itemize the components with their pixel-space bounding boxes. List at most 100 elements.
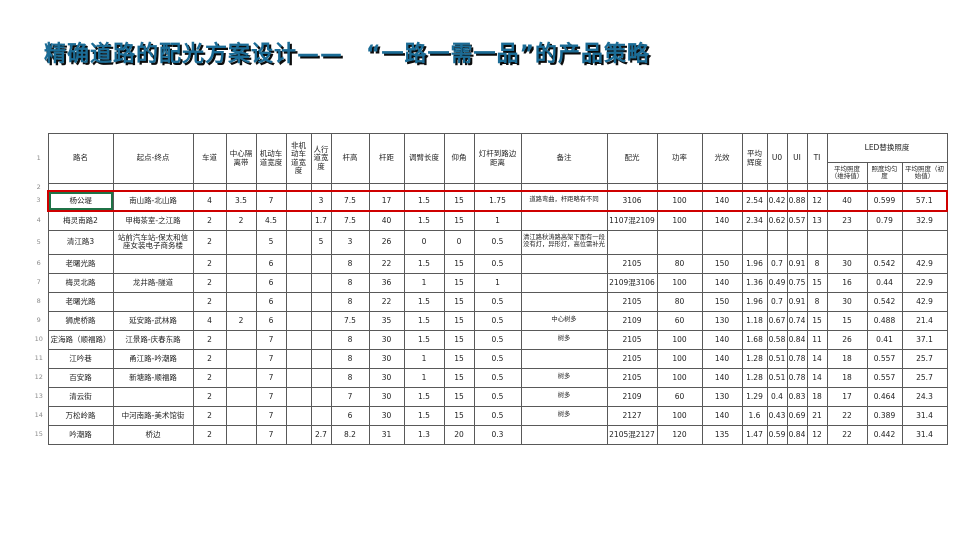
- table-cell: [285, 386, 312, 407]
- table-cell: 8: [806, 253, 828, 274]
- table-cell: 80: [656, 291, 703, 312]
- table-cell: 8: [330, 367, 370, 388]
- road-name-cell: 梅灵北路: [47, 272, 114, 293]
- table-cell: 6: [255, 291, 287, 312]
- table-cell: 0.58: [766, 329, 788, 350]
- table-cell: 3.5: [225, 189, 257, 212]
- table-cell: 0.557: [866, 348, 903, 369]
- road-name-cell: 梅灵南路2: [47, 210, 114, 231]
- table-cell: 3106: [606, 189, 658, 212]
- table-cell: 2105: [606, 348, 658, 369]
- table-cell: [310, 253, 332, 274]
- table-cell: 4.5: [255, 210, 287, 231]
- row-number: 4: [30, 210, 48, 231]
- table-cell: 1.75: [473, 189, 522, 212]
- table-cell: 0.5: [473, 386, 522, 407]
- table-cell: 1.68: [741, 329, 768, 350]
- table-cell: 15: [443, 189, 475, 212]
- table-cell: 8.2: [330, 424, 370, 445]
- column-header: 机动车道宽度: [255, 133, 287, 184]
- table-cell: [112, 386, 194, 407]
- table-cell: 21: [806, 405, 828, 426]
- table-row: 7 梅灵北路 龙井路-隧道 2 6 8 36 1 15 1 2109混3106 100 140 1.36 0…: [30, 272, 948, 293]
- table-cell: 0.5: [473, 405, 522, 426]
- table-cell: 100: [656, 348, 703, 369]
- table-cell: 26: [826, 329, 868, 350]
- table-cell: [225, 348, 257, 369]
- table-cell: [285, 405, 312, 426]
- table-cell: 道路弯曲，杆距略有不同: [520, 189, 608, 212]
- table-cell: 7: [255, 329, 287, 350]
- table-cell: 140: [701, 367, 743, 388]
- table-cell: 0.49: [766, 272, 788, 293]
- table-cell: 14: [806, 348, 828, 369]
- table-cell: [741, 229, 768, 255]
- table-cell: 100: [656, 189, 703, 212]
- table-cell: 15: [443, 386, 475, 407]
- table-row: 3 杨公堤 南山路-北山路 4 3.5 7 3 7.5 17 1.5 15 1.75 道路弯曲，杆距略有…: [30, 189, 948, 212]
- table-cell: 2: [192, 329, 227, 350]
- table-cell: [310, 291, 332, 312]
- table-cell: [285, 310, 312, 331]
- column-header: 配光: [606, 133, 658, 184]
- road-name-cell: 百安路: [47, 367, 114, 388]
- table-cell: 0.59: [766, 424, 788, 445]
- table-cell: [520, 253, 608, 274]
- table-cell: 15: [443, 272, 475, 293]
- table-cell: 0.57: [786, 210, 808, 231]
- table-cell: 0.44: [866, 272, 903, 293]
- table-cell: [901, 229, 948, 255]
- table-cell: 7: [255, 367, 287, 388]
- table-cell: 14: [806, 367, 828, 388]
- table-cell: 25.7: [901, 367, 948, 388]
- table-cell: [520, 424, 608, 445]
- empty-cell: [285, 182, 312, 192]
- column-header: 光效: [701, 133, 743, 184]
- table-cell: [225, 367, 257, 388]
- table-cell: 1.5: [403, 386, 445, 407]
- table-cell: 2: [192, 272, 227, 293]
- table-cell: 7: [255, 386, 287, 407]
- table-cell: 4: [192, 310, 227, 331]
- table-cell: 0.557: [866, 367, 903, 388]
- table-cell: [310, 405, 332, 426]
- table-cell: 135: [701, 424, 743, 445]
- table-cell: [520, 210, 608, 231]
- table-cell: 南山路-北山路: [112, 189, 194, 212]
- table-cell: 1107混2109: [606, 210, 658, 231]
- table-cell: 1.36: [741, 272, 768, 293]
- table-cell: 16: [826, 272, 868, 293]
- empty-cell: [368, 182, 405, 192]
- table-cell: 0.5: [473, 329, 522, 350]
- empty-cell: [901, 182, 948, 192]
- table-cell: [285, 424, 312, 445]
- table-cell: 2127: [606, 405, 658, 426]
- empty-cell: [47, 182, 114, 192]
- table-cell: 7.5: [330, 189, 370, 212]
- table-cell: 37.1: [901, 329, 948, 350]
- table-cell: 15: [806, 272, 828, 293]
- table-cell: 2109: [606, 386, 658, 407]
- table-cell: 25.7: [901, 348, 948, 369]
- column-header: 起点-终点: [112, 133, 194, 184]
- table-cell: 100: [656, 405, 703, 426]
- table-cell: 0.488: [866, 310, 903, 331]
- table-row: 9 狮虎桥路 延安路-武林路 4 2 6 7.5 35 1.5 15 0.5 中心树多 2109 60 13…: [30, 310, 948, 331]
- road-name-cell: 杨公堤: [47, 189, 114, 212]
- column-header: 备注: [520, 133, 608, 184]
- table-cell: 0.79: [866, 210, 903, 231]
- table-cell: 2: [192, 253, 227, 274]
- table-cell: 57.1: [901, 189, 948, 212]
- table-cell: 42.9: [901, 253, 948, 274]
- empty-cell: [443, 182, 475, 192]
- table-cell: 新塘路-顺福路: [112, 367, 194, 388]
- table-cell: 1.96: [741, 253, 768, 274]
- table-cell: 2: [192, 291, 227, 312]
- table-cell: 8: [330, 348, 370, 369]
- table-cell: [806, 229, 828, 255]
- table-cell: 0.3: [473, 424, 522, 445]
- row-number: 3: [30, 190, 48, 211]
- table-cell: 120: [656, 424, 703, 445]
- table-cell: 2: [192, 367, 227, 388]
- table-cell: 清江路秋涛路高架下面有一段没有灯，异形灯，高位需补光: [520, 229, 608, 255]
